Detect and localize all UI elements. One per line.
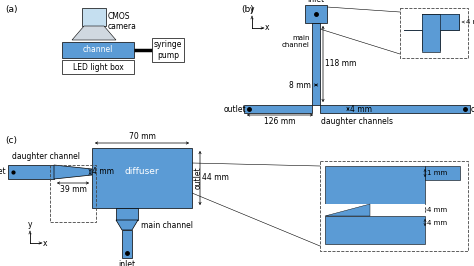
Bar bbox=[82, 8, 106, 26]
Text: 4 mm: 4 mm bbox=[350, 105, 372, 114]
Text: daughter channel: daughter channel bbox=[12, 152, 80, 161]
Bar bbox=[116, 208, 138, 220]
Bar bbox=[320, 161, 468, 251]
Bar bbox=[62, 60, 134, 74]
Bar bbox=[325, 166, 425, 204]
Polygon shape bbox=[116, 220, 138, 230]
Bar bbox=[325, 204, 425, 216]
Bar bbox=[404, 14, 459, 30]
Polygon shape bbox=[54, 165, 92, 179]
Text: 118 mm: 118 mm bbox=[325, 60, 356, 69]
Text: 4 mm: 4 mm bbox=[427, 207, 447, 213]
Text: y: y bbox=[250, 5, 254, 14]
Bar bbox=[440, 14, 459, 30]
Text: inlet: inlet bbox=[118, 260, 136, 266]
Text: 4 mm: 4 mm bbox=[92, 168, 114, 177]
Text: main channel: main channel bbox=[141, 221, 193, 230]
Bar bbox=[122, 230, 132, 258]
Text: 4 mm: 4 mm bbox=[466, 19, 474, 25]
Text: outlet: outlet bbox=[471, 105, 474, 114]
Bar bbox=[404, 14, 421, 30]
Bar bbox=[312, 23, 320, 105]
Bar bbox=[404, 14, 459, 30]
Bar bbox=[325, 216, 425, 244]
Text: outlet: outlet bbox=[223, 105, 246, 114]
Text: 44 mm: 44 mm bbox=[202, 173, 229, 182]
Text: 4 mm: 4 mm bbox=[427, 220, 447, 226]
Bar bbox=[92, 148, 192, 208]
Text: syringe
pump: syringe pump bbox=[154, 40, 182, 60]
Bar bbox=[425, 166, 460, 180]
Text: 126 mm: 126 mm bbox=[264, 117, 296, 126]
Text: daughter channels: daughter channels bbox=[321, 117, 393, 126]
Text: 39 mm: 39 mm bbox=[60, 185, 86, 194]
Bar bbox=[8, 165, 54, 179]
Bar bbox=[62, 42, 134, 58]
Text: x: x bbox=[43, 239, 47, 247]
Text: (a): (a) bbox=[5, 5, 18, 14]
Polygon shape bbox=[325, 204, 370, 216]
Text: 1 mm: 1 mm bbox=[427, 170, 447, 176]
Text: 70 mm: 70 mm bbox=[128, 132, 155, 141]
Bar bbox=[404, 14, 422, 30]
Bar bbox=[320, 105, 470, 113]
Text: outlet: outlet bbox=[0, 168, 6, 177]
Text: channel: channel bbox=[83, 45, 113, 55]
Polygon shape bbox=[72, 26, 116, 40]
Bar bbox=[422, 14, 440, 50]
Bar bbox=[152, 38, 184, 62]
Text: LED light box: LED light box bbox=[73, 63, 123, 72]
Text: (b): (b) bbox=[241, 5, 254, 14]
Text: inlet: inlet bbox=[308, 0, 325, 4]
Text: outlet: outlet bbox=[194, 167, 203, 189]
Bar bbox=[50, 165, 96, 222]
Text: CMOS
camera: CMOS camera bbox=[108, 12, 137, 31]
Text: y: y bbox=[28, 220, 32, 229]
Text: main
channel: main channel bbox=[282, 35, 310, 48]
Bar bbox=[400, 8, 468, 58]
Bar bbox=[244, 105, 312, 113]
Text: x: x bbox=[265, 23, 270, 32]
Bar bbox=[422, 14, 440, 52]
Text: 8 mm: 8 mm bbox=[289, 81, 311, 89]
Text: (c): (c) bbox=[5, 136, 17, 145]
Bar bbox=[305, 5, 327, 23]
Text: diffuser: diffuser bbox=[125, 168, 159, 177]
